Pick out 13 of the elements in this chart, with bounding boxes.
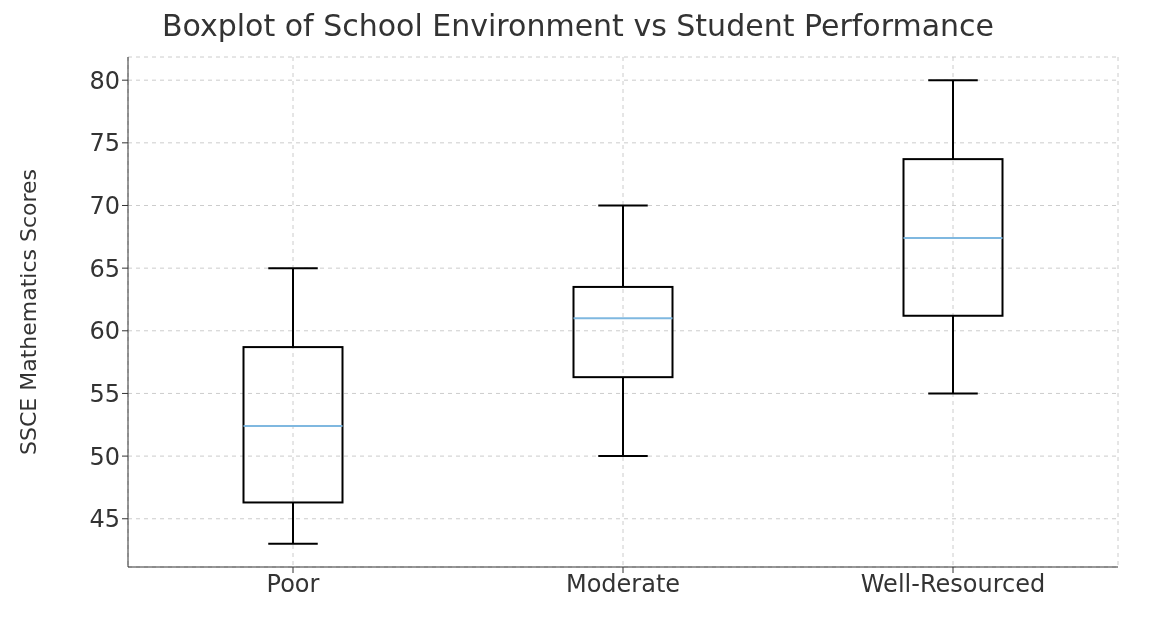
x-tick-label: Moderate (565, 570, 681, 599)
x-tick-label: Well-Resourced (860, 570, 1046, 599)
y-tick-label: 75 (89, 129, 120, 158)
y-tick-label: 65 (89, 254, 120, 283)
y-tick-label: 55 (89, 379, 120, 408)
y-axis-title: SSCE Mathematics Scores (15, 168, 41, 456)
chart-title: Boxplot of School Environment vs Student Performance (160, 8, 996, 43)
x-tick-label: Poor (266, 570, 320, 599)
y-tick-label: 50 (89, 442, 120, 471)
y-tick-label: 80 (89, 66, 120, 95)
y-tick-label: 60 (89, 317, 120, 346)
y-tick-label: 70 (89, 192, 120, 221)
y-tick-label: 45 (89, 505, 120, 534)
